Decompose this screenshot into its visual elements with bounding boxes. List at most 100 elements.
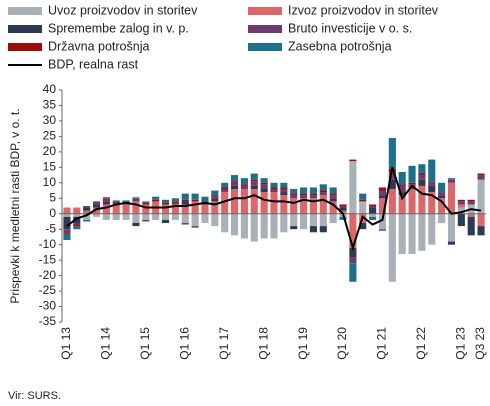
x-tick-label: Q1 23 xyxy=(454,327,468,360)
bar-segment xyxy=(201,196,209,203)
bar-segment xyxy=(270,187,278,189)
bar-segment xyxy=(339,207,347,211)
bar-segment xyxy=(378,229,387,231)
bar-segment xyxy=(191,193,199,200)
bar-segment xyxy=(329,187,337,194)
bar-segment xyxy=(63,207,71,214)
bar-segment xyxy=(388,171,396,180)
bar-segment xyxy=(102,213,110,220)
bar-segment xyxy=(290,226,298,230)
x-tick-label: Q1 22 xyxy=(414,327,428,360)
bar-segment xyxy=(290,198,298,214)
y-tick-label: 5 xyxy=(49,190,56,204)
bar-segment xyxy=(418,213,426,251)
bar-segment xyxy=(250,179,258,182)
bar-segment xyxy=(270,182,278,188)
y-tick-label: -5 xyxy=(45,221,56,235)
bar-segment xyxy=(457,213,465,227)
bar-segment xyxy=(231,181,239,183)
bar-segment xyxy=(369,216,377,220)
bar-segment xyxy=(339,216,347,220)
bar-segment xyxy=(73,216,81,224)
bar-segment xyxy=(211,196,219,199)
legend-label: Izvoz proizvodov in storitev xyxy=(288,3,439,17)
legend-label: Zasebna potrošnja xyxy=(288,39,392,53)
x-tick-label: Q1 20 xyxy=(335,327,349,360)
bar-segment xyxy=(300,193,308,196)
bar-segment xyxy=(191,213,199,227)
x-tick-label: Q1 15 xyxy=(138,327,152,360)
bar-segment xyxy=(319,192,327,196)
bar-segment xyxy=(181,201,189,205)
bar-segment xyxy=(171,198,179,202)
bar-segment xyxy=(63,229,71,233)
bar-segment xyxy=(181,204,189,214)
bar-segment xyxy=(231,213,239,236)
bar-segment xyxy=(329,195,337,199)
bar-segment xyxy=(467,199,475,202)
legend-swatch xyxy=(248,7,282,15)
bar-segment xyxy=(290,213,298,227)
bar-segment xyxy=(171,202,179,205)
bar-segment xyxy=(83,206,91,208)
bar-segment xyxy=(132,197,140,199)
bar-segment xyxy=(319,213,327,227)
y-tick-label: -15 xyxy=(39,252,57,266)
bar-segment xyxy=(112,204,120,214)
x-tick-label: Q1 17 xyxy=(217,327,231,360)
bar-segment xyxy=(240,213,248,239)
bar-segment xyxy=(221,187,229,189)
bar-segment xyxy=(467,201,475,205)
x-tick-label: Q1 21 xyxy=(375,327,389,360)
bar-segment xyxy=(309,213,317,227)
bar-segment xyxy=(221,213,229,233)
bar-segment xyxy=(438,198,446,214)
bar-segment xyxy=(428,159,436,182)
bar-segment xyxy=(447,182,456,214)
bar-segment xyxy=(447,178,456,180)
legend-label: Uvoz proizvodov in storitev xyxy=(48,3,198,17)
bar-segment xyxy=(250,181,258,186)
bar-segment xyxy=(191,199,199,202)
bar-segment xyxy=(191,226,199,228)
bar-segment xyxy=(132,223,140,227)
bar-segment xyxy=(260,178,268,183)
bar-segment xyxy=(388,179,396,189)
bar-segment xyxy=(457,199,465,202)
bar-segment xyxy=(92,207,101,214)
y-tick-label: -10 xyxy=(39,237,57,251)
bar-segment xyxy=(359,223,367,230)
y-axis-label: Prispevki k medletni rasti BDP, v o. t. xyxy=(8,108,22,303)
bar-segment xyxy=(181,199,189,202)
bar-segment xyxy=(270,188,278,193)
y-tick-label: 20 xyxy=(43,144,57,158)
bar-segment xyxy=(398,192,406,196)
bar-segment xyxy=(231,185,239,189)
bar-segment xyxy=(349,161,357,214)
bar-segment xyxy=(73,224,81,227)
bar-segment xyxy=(359,201,367,214)
bar-segment xyxy=(73,226,81,230)
bar-segment xyxy=(388,188,396,214)
bar-segment xyxy=(447,179,456,183)
bar-segment xyxy=(319,195,327,214)
bar-segment xyxy=(152,196,160,200)
bar-segment xyxy=(152,199,160,202)
bar-segment xyxy=(142,213,150,220)
y-tick-label: 15 xyxy=(43,160,57,174)
y-tick-label: 30 xyxy=(43,113,57,127)
legend-swatch xyxy=(8,43,42,51)
bar-segment xyxy=(201,213,209,224)
bar-segment xyxy=(92,201,101,205)
bar-segment xyxy=(83,207,91,211)
bar-segment xyxy=(142,201,150,203)
bar-segment xyxy=(300,198,308,214)
bar-segment xyxy=(240,188,248,214)
bar-segment xyxy=(161,202,170,205)
bar-segment xyxy=(102,204,110,214)
bar-segment xyxy=(161,199,170,203)
bar-segment xyxy=(102,197,110,199)
bar-segment xyxy=(319,190,327,193)
bar-segment xyxy=(388,137,396,169)
bar-segment xyxy=(477,173,485,176)
